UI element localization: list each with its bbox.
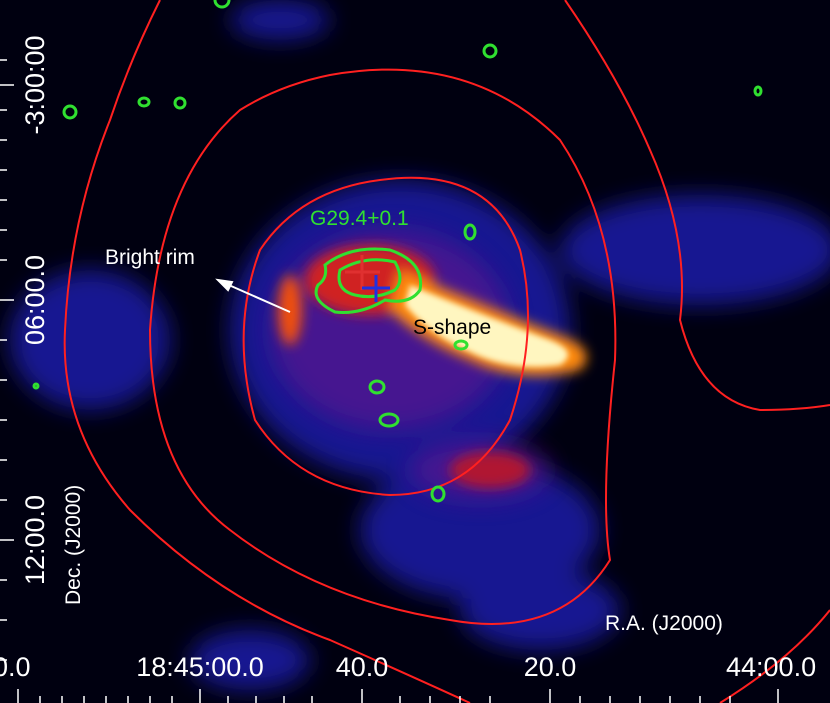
y-tick-label: -3:00:00: [20, 35, 50, 134]
x-tick-label: 18:45:00.0: [136, 652, 264, 682]
source-label: G29.4+0.1: [310, 207, 409, 230]
y-axis-label: Dec. (J2000): [62, 485, 85, 605]
pointer-arrow: [215, 278, 291, 313]
x-tick-label: 40.0: [336, 652, 389, 682]
red-contours: [63, 0, 830, 703]
y-tick-label: 12:00.0: [20, 495, 50, 585]
green-contours: [32, 0, 763, 503]
x-tick-label: 44:00.0: [726, 652, 816, 682]
rim-label: Bright rim: [105, 246, 195, 269]
y-tick-label: 06:00.0: [20, 255, 50, 345]
shape-label: S-shape: [413, 316, 491, 339]
position-markers: [345, 255, 390, 302]
x-axis-label: R.A. (J2000): [605, 612, 723, 635]
x-tick-label: 40.0: [0, 652, 31, 682]
x-tick-label: 20.0: [524, 652, 577, 682]
frame-ticks: [0, 59, 779, 703]
